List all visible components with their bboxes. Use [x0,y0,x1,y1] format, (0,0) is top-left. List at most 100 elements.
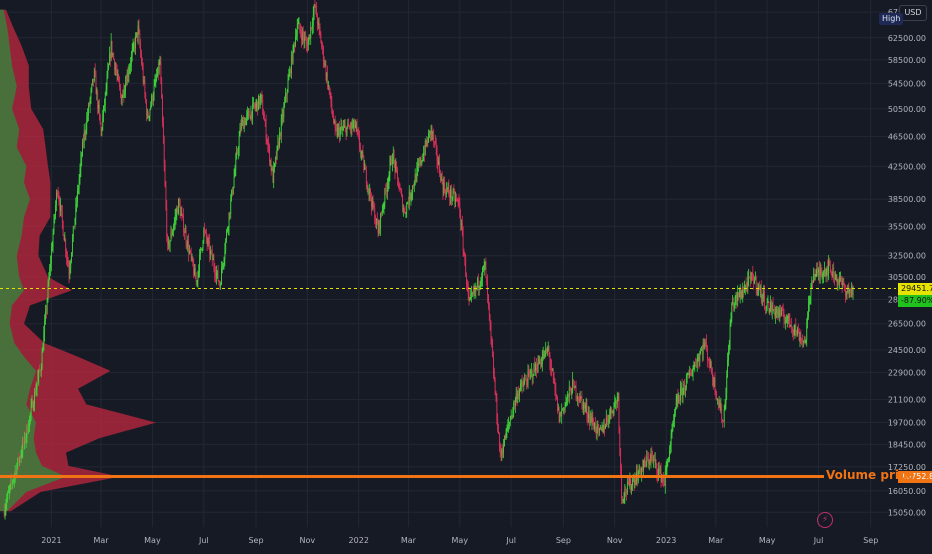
candle-body [270,160,272,171]
candle-body [770,302,771,310]
y-tick-label: 19700.00 [888,419,926,428]
candle-body [381,211,383,214]
candle-body [546,348,547,353]
candle-body [340,126,342,130]
x-tick-label: Jul [813,536,824,545]
candle-body [102,116,104,129]
candle-body [289,69,291,76]
candle-body [529,372,531,374]
candle-body [833,267,835,278]
candle-body [408,191,410,205]
candle-body [107,69,109,78]
candle-body [696,366,697,367]
candle-body [728,350,729,361]
candle-body [296,36,297,37]
candle-body [713,378,715,385]
candle-body [172,231,174,236]
candle-body [123,90,125,96]
candle-body [47,284,49,300]
candle-body [163,143,165,165]
candle-body [707,359,709,361]
candle-body [702,343,704,355]
candle-body [705,342,707,343]
candle-body [483,264,485,268]
candle-body [828,260,830,275]
candle-body [119,81,120,88]
candle-body [157,67,159,73]
candle-body [346,127,348,136]
candle-body [837,280,839,283]
candle-body [82,141,84,143]
candle-body [476,286,478,288]
candle-body [271,168,273,171]
candle-body [206,238,208,244]
candle-body [51,246,53,251]
candle-body [448,187,450,195]
x-tick-label: Mar [401,536,417,545]
candle-body [495,393,497,398]
candle-body [654,459,656,461]
candle-body [589,416,591,423]
candle-body [525,380,527,384]
candle-body [193,265,195,276]
candle-body [98,104,99,109]
candle-body [343,127,344,129]
candle-body [290,69,291,74]
candle-body [419,158,421,164]
candle-body [399,189,401,191]
candle-body [5,505,7,510]
candle-body [680,388,681,401]
candle-body [366,184,368,189]
x-axis[interactable]: 2021 Mar May Jul Sep Nov 2022 Mar May Jul Sep Nov 20… [0,527,932,550]
candle-body [151,95,152,106]
candle-body [376,218,378,226]
currency-button[interactable]: USD [899,5,927,21]
candle-body [148,116,150,118]
candle-body [99,114,101,125]
price-lines [0,288,896,479]
candle-body [196,280,198,282]
candle-body [61,210,63,222]
candle-body [118,75,120,82]
candle-body [290,55,292,74]
candle-body [493,374,495,381]
candle-body [100,124,102,132]
candle-body [426,140,428,146]
candle-body [673,420,675,422]
candle-body [557,397,558,411]
candle-body [692,368,694,373]
candle-body [851,287,853,295]
lightning-icon[interactable]: ⚡ [817,512,833,528]
candle-body [573,379,574,382]
candle-body [110,40,112,59]
candle-body [33,405,35,410]
candle-body [518,393,520,396]
candle-body [365,169,367,185]
candle-body [392,161,393,165]
candle-body [724,404,726,410]
candle-body [333,116,334,123]
candle-body [260,94,262,98]
candle-body [535,364,536,371]
candle-body [359,137,360,148]
candle-body [304,37,306,42]
candle-body [274,163,275,168]
candle-body [616,396,618,404]
candle-body [26,425,28,437]
candle-body [181,213,183,215]
candle-body [18,458,19,463]
candle-body [234,170,236,177]
candle-body [216,270,218,273]
candle-body [8,489,10,492]
candle-body [410,195,412,199]
candle-body [53,217,55,234]
candle-body [189,250,190,254]
candle-body [173,221,175,228]
candle-body [715,392,717,394]
candle-body [499,448,501,451]
candle-body [168,241,170,248]
candle-body [569,387,571,390]
candle-body [630,478,632,490]
y-tick-label: 38500.00 [888,195,926,204]
